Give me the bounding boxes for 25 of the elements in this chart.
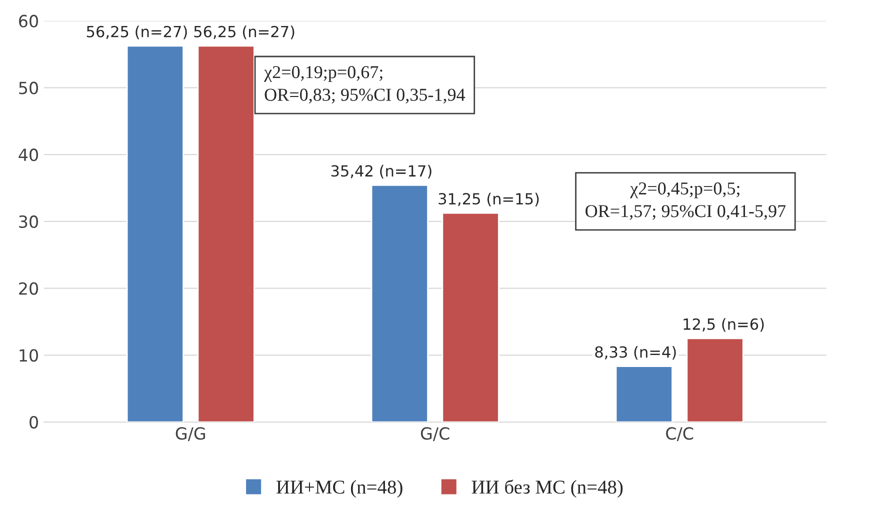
bar (615, 366, 673, 422)
data-label: 8,33 (n=4) (595, 346, 676, 360)
data-label: 35,42 (n=17) (331, 164, 432, 178)
y-tick-label: 40 (18, 148, 38, 162)
data-label: 56,25 (n=27) (194, 26, 294, 40)
x-tick-label: C/C (666, 427, 694, 442)
data-label: 31,25 (n=15) (438, 192, 539, 206)
bar (126, 45, 184, 422)
data-label: 56,25 (n=27) (86, 26, 187, 40)
y-tick-label: 60 (19, 14, 38, 28)
y-tick-label: 20 (19, 282, 38, 295)
y-tick-label: 10 (20, 349, 38, 362)
legend-label: ИИ без МС (n=48) (472, 480, 623, 498)
bar (442, 212, 500, 422)
bar (370, 184, 428, 422)
annotation: χ2=0,45;p=0,5; OR=1,57; 95%CI 0,41-5,97 (586, 182, 786, 220)
y-tick-label: 0 (30, 416, 38, 429)
y-tick-label: 50 (19, 82, 38, 94)
y-tick-label: 30 (19, 215, 38, 228)
x-tick-label: G/G (176, 427, 205, 442)
bar (686, 338, 744, 422)
legend-label: ИИ+МС (n=48) (276, 480, 402, 498)
data-label: 12,5 (n=6) (684, 318, 764, 332)
annotation: χ2=0,19;p=0,67; OR=0,83; 95%CI 0,35-1,94 (264, 66, 466, 104)
x-tick-label: G/C (420, 427, 450, 442)
